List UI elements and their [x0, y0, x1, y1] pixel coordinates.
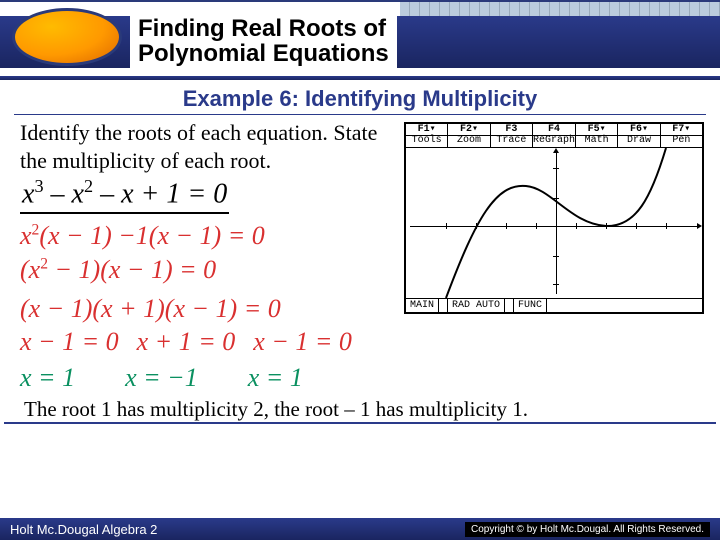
- calc-status-cell: [439, 299, 448, 312]
- header-banner: Finding Real Roots of Polynomial Equatio…: [0, 0, 720, 80]
- calc-tab: F4ReGraph: [533, 124, 576, 147]
- step4-row: x − 1 = 0 x + 1 = 0 x − 1 = 0: [20, 328, 700, 355]
- calc-tab: F6▾Draw: [618, 124, 660, 147]
- step4a: x − 1 = 0: [20, 328, 119, 355]
- calc-menu: F1▾ToolsF2▾ZoomF3TraceF4ReGraphF5▾MathF6…: [406, 124, 702, 148]
- calc-status-cell: MAIN: [406, 299, 439, 312]
- calculator-screenshot: F1▾ToolsF2▾ZoomF3TraceF4ReGraphF5▾MathF6…: [404, 122, 704, 314]
- main-equation: x3 – x2 – x + 1 = 0: [20, 176, 229, 214]
- calc-graph-screen: [406, 148, 702, 298]
- title-line1: Finding Real Roots of: [138, 15, 386, 42]
- footer-left: Holt Mc.Dougal Algebra 2: [10, 522, 157, 537]
- header-grid-decor: [400, 2, 720, 16]
- calc-status-cell: [505, 299, 514, 312]
- calc-status-bar: MAIN RAD AUTO FUNC: [406, 298, 702, 312]
- calc-tab: F1▾Tools: [406, 124, 448, 147]
- calc-tab: F7▾Pen: [661, 124, 702, 147]
- calc-tab: F2▾Zoom: [448, 124, 490, 147]
- footer-copyright: Copyright © by Holt Mc.Dougal. All Right…: [465, 522, 710, 537]
- calc-curve: [406, 148, 706, 298]
- calc-status-cell: FUNC: [514, 299, 547, 312]
- eq-x2: x: [72, 178, 84, 209]
- calc-tab: F5▾Math: [576, 124, 618, 147]
- eq-exp1: 3: [34, 176, 43, 196]
- title-line2: Polynomial Equations: [138, 40, 389, 67]
- header-oval-icon: [12, 8, 122, 66]
- step5b: x = −1: [125, 364, 198, 391]
- eq-rest: – x + 1 = 0: [93, 178, 227, 209]
- footer-bar: Holt Mc.Dougal Algebra 2 Copyright © by …: [0, 518, 720, 540]
- eq-exp2: 2: [84, 176, 93, 196]
- calc-tab: F3Trace: [491, 124, 533, 147]
- step5c: x = 1: [248, 364, 303, 391]
- instruction-text: Identify the roots of each equation. Sta…: [20, 119, 400, 174]
- conclusion-text: The root 1 has multiplicity 2, the root …: [4, 391, 716, 424]
- eq-m1: –: [44, 178, 72, 209]
- step4c: x − 1 = 0: [253, 328, 352, 355]
- example-subtitle: Example 6: Identifying Multiplicity: [14, 80, 706, 115]
- calc-status-cell: [547, 299, 702, 312]
- calc-status-cell: RAD AUTO: [448, 299, 505, 312]
- header-divider: [0, 76, 720, 80]
- step5a: x = 1: [20, 364, 75, 391]
- step5-row: x = 1 x = −1 x = 1: [20, 364, 700, 391]
- step4b: x + 1 = 0: [137, 328, 236, 355]
- header-title: Finding Real Roots of Polynomial Equatio…: [130, 12, 397, 68]
- eq-x1: x: [22, 178, 34, 209]
